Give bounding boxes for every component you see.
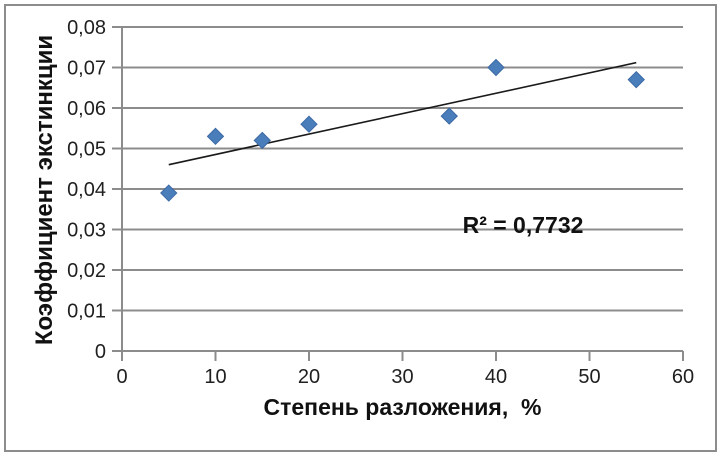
data-point-diamond [300, 115, 318, 133]
x-tick-label: 20 [298, 366, 320, 388]
data-point-diamond [253, 131, 271, 150]
r-squared-annotation: R² = 0,7732 [462, 212, 584, 238]
x-tick-label: 30 [391, 366, 413, 388]
data-point-diamond [160, 184, 178, 202]
y-tick-label: 0,04 [67, 179, 106, 201]
x-tick-label: 40 [485, 366, 507, 388]
data-point-diamond [487, 58, 505, 77]
x-tick-label: 60 [672, 366, 694, 388]
x-tick-label: 0 [116, 366, 127, 388]
y-tick-label: 0,02 [67, 260, 106, 282]
y-tick-label: 0,06 [67, 98, 106, 120]
data-point-diamond [440, 107, 458, 125]
y-tick-label: 0 [95, 341, 106, 363]
y-tick-label: 0,03 [67, 220, 106, 242]
x-tick-label: 50 [578, 366, 600, 388]
y-tick-label: 0,01 [67, 301, 106, 323]
y-tick-label: 0,07 [67, 58, 106, 80]
y-axis-title: Коэффициент экстинкции [31, 34, 58, 346]
x-tick-label: 10 [204, 366, 226, 388]
y-tick-label: 0,08 [67, 17, 106, 39]
data-point-diamond [627, 70, 645, 89]
data-point-diamond [206, 127, 225, 146]
trendline [168, 61, 637, 166]
x-axis-title: Степень разложения, % [263, 394, 542, 420]
y-tick-label: 0,05 [67, 139, 106, 161]
